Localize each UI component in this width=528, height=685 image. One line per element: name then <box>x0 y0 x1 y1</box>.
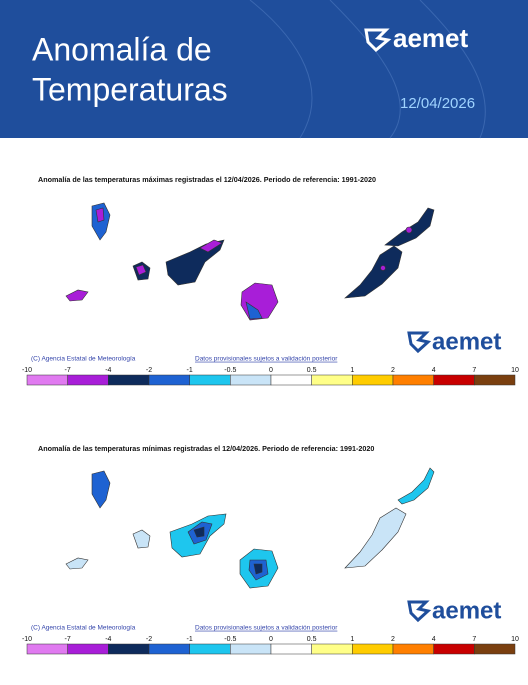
scale-swatch <box>148 643 190 655</box>
scale-tick-label: -10 <box>22 367 32 374</box>
logo-icon <box>407 331 432 354</box>
scale-swatch <box>352 643 394 655</box>
scale-tick-label: 0 <box>269 367 273 374</box>
scale-swatch <box>148 374 190 386</box>
islands-map <box>65 202 435 321</box>
scale-tick-label: -7 <box>65 367 71 374</box>
scale-tick-label: 4 <box>432 636 436 643</box>
map-title: Anomalía de las temperaturas máximas reg… <box>38 175 376 184</box>
scale-tick-label: -4 <box>105 636 111 643</box>
header-date: 12/04/2026 <box>400 95 475 112</box>
scale-swatch <box>189 374 231 386</box>
scale-tick-label: 0.5 <box>307 636 317 643</box>
scale-swatch <box>26 374 68 386</box>
scale-swatch <box>67 374 109 386</box>
scale-swatch <box>433 643 475 655</box>
scale-swatch <box>392 374 434 386</box>
scale-swatch <box>392 643 434 655</box>
scale-tick-label: 10 <box>511 636 519 643</box>
header-deco <box>249 0 486 139</box>
scale-tick-label: -1 <box>187 636 193 643</box>
scale-tick-label: -4 <box>105 367 111 374</box>
header-logo: aemet <box>393 23 468 53</box>
scale-tick-label: 7 <box>472 636 476 643</box>
scale-tick-label: -1 <box>187 367 193 374</box>
scale-swatch <box>474 374 516 386</box>
logo-shape <box>407 331 432 354</box>
scale-swatch <box>352 374 394 386</box>
scale-tick-label: 2 <box>391 367 395 374</box>
scale-tick-label: -7 <box>65 636 71 643</box>
scale-swatch <box>108 374 150 386</box>
scale-tick-label: -0.5 <box>224 367 236 374</box>
scale-swatch <box>270 643 312 655</box>
scale-swatch <box>311 643 353 655</box>
scale-swatch <box>189 643 231 655</box>
map-note: Datos provisionales sujetos a validación… <box>195 356 338 363</box>
scale-tick-label: 1 <box>350 636 354 643</box>
scale-tick-label: 0 <box>269 636 273 643</box>
map-credit: (C) Agencia Estatal de Meteorología <box>31 356 136 363</box>
map-logo: aemet <box>432 328 501 355</box>
scale-tick-label: -2 <box>146 636 152 643</box>
scale-tick-label: 2 <box>391 636 395 643</box>
scale-tick-label: 4 <box>432 367 436 374</box>
logo-icon <box>364 28 392 53</box>
scale-swatch <box>230 374 272 386</box>
header-title: Anomalía de <box>32 31 212 67</box>
scale-tick-label: 7 <box>472 367 476 374</box>
logo-shape <box>407 600 432 623</box>
scale-tick-label: -10 <box>22 636 32 643</box>
islands-map <box>65 467 435 589</box>
scale-tick-label: -2 <box>146 367 152 374</box>
scale-swatch <box>270 374 312 386</box>
scale-swatch <box>230 643 272 655</box>
scale-swatch <box>26 643 68 655</box>
map-logo: aemet <box>432 597 501 624</box>
scale-tick-label: -0.5 <box>224 636 236 643</box>
map-note: Datos provisionales sujetos a validación… <box>195 625 338 632</box>
scale-swatch <box>474 643 516 655</box>
map-title: Anomalía de las temperaturas mínimas reg… <box>38 444 374 453</box>
scale-swatch <box>67 643 109 655</box>
scale-tick-label: 10 <box>511 367 519 374</box>
map-credit: (C) Agencia Estatal de Meteorología <box>31 625 136 632</box>
scale-tick-label: 0.5 <box>307 367 317 374</box>
scale-swatch <box>108 643 150 655</box>
header-band <box>0 0 528 138</box>
scale-tick-label: 1 <box>350 367 354 374</box>
scale-swatch <box>311 374 353 386</box>
logo-icon <box>407 600 432 623</box>
scale-swatch <box>433 374 475 386</box>
header-title: Temperaturas <box>32 71 228 107</box>
